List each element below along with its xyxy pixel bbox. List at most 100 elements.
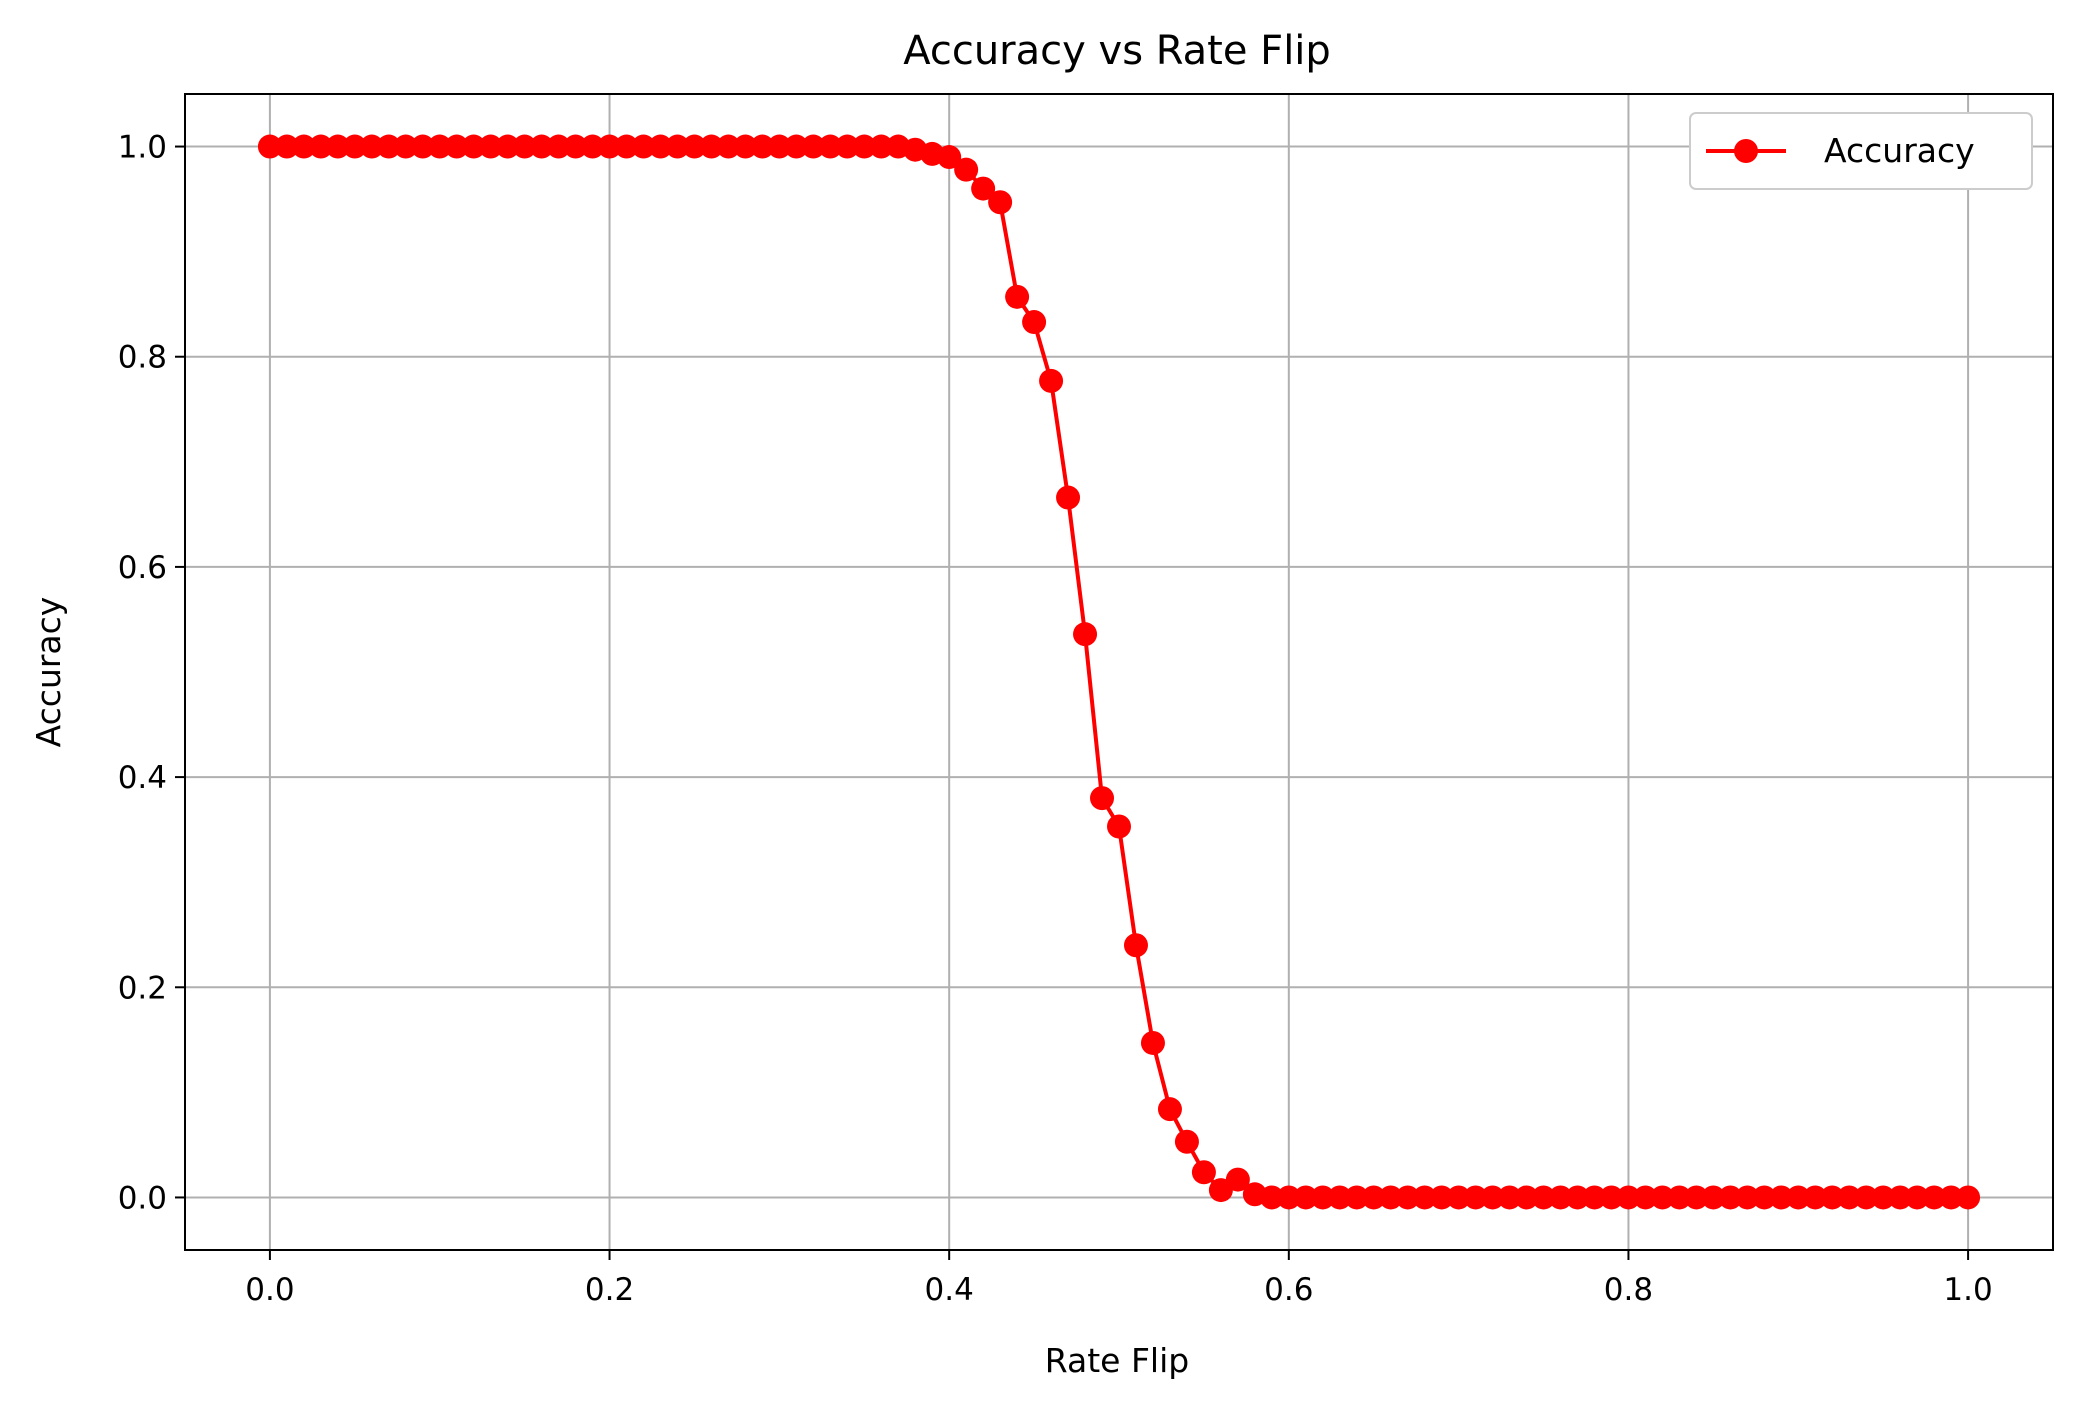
data-point [1939,1185,1964,1210]
y-tick-label: 1.0 [118,130,167,166]
data-point [1361,1185,1386,1210]
data-point [1837,1185,1862,1210]
data-point [393,134,418,159]
data-point [1820,1185,1845,1210]
x-tick-label: 0.0 [245,1272,294,1308]
grid [185,94,2053,1250]
data-point [767,134,792,159]
x-tick-label: 0.8 [1604,1272,1653,1308]
y-tick-label: 0.6 [118,550,167,586]
data-point [410,134,435,159]
legend: Accuracy [1689,112,2033,190]
data-point [1123,933,1148,958]
data-point [1225,1167,1250,1192]
data-point [1429,1185,1454,1210]
data-point [1548,1185,1573,1210]
data-point [1599,1185,1624,1210]
data-point [1803,1185,1828,1210]
data-point [1616,1185,1641,1210]
data-point [1667,1185,1692,1210]
data-point [1752,1185,1777,1210]
data-point [1039,368,1064,393]
data-point [342,134,367,159]
data-point [716,134,741,159]
data-point [1395,1185,1420,1210]
data-point [818,134,843,159]
data-point [325,134,350,159]
data-point [835,134,860,159]
chart-title: Accuracy vs Rate Flip [903,28,1331,74]
data-point [648,134,673,159]
data-point [1293,1185,1318,1210]
data-point [1684,1185,1709,1210]
data-point [1073,622,1098,647]
x-tick-label: 1.0 [1943,1272,1992,1308]
y-tick-label: 0.0 [118,1180,167,1216]
data-point [750,134,775,159]
data-point [359,134,384,159]
data-point [1157,1097,1182,1122]
data-point [1056,485,1081,510]
data-point [461,134,486,159]
data-point [1871,1185,1896,1210]
data-point [1565,1185,1590,1210]
data-point [1107,814,1131,839]
data-point [665,134,690,159]
data-point [699,134,724,159]
data-point [1090,786,1115,811]
data-point [478,134,503,159]
data-point [1276,1185,1301,1210]
x-axis-label: Rate Flip [1045,1341,1189,1380]
data-point [1633,1185,1658,1210]
series-accuracy [257,134,1981,1210]
data-point [1005,284,1030,309]
data-point [1174,1129,1199,1154]
legend-marker-swatch [1734,139,1758,163]
data-point [444,134,469,159]
data-point [308,134,333,159]
data-point [852,134,877,159]
data-point [971,176,996,201]
data-point [1327,1185,1352,1210]
data-point [801,134,826,159]
data-point [1905,1185,1930,1210]
data-point [1956,1185,1981,1210]
data-point [580,134,605,159]
data-point [1259,1185,1284,1210]
y-tick-label: 0.4 [118,760,167,796]
data-point [529,134,554,159]
data-point [1582,1185,1607,1210]
data-point [784,134,809,159]
y-axis-label: Accuracy [29,597,68,748]
data-point [1412,1185,1437,1210]
data-point [1497,1185,1522,1210]
data-point [291,134,316,159]
data-point [1022,310,1047,335]
data-point [869,134,894,159]
data-point [1786,1185,1811,1210]
data-point [1344,1185,1369,1210]
y-tick-label: 0.8 [118,340,167,376]
data-point [1310,1185,1335,1210]
data-point [1854,1185,1879,1210]
data-point [614,134,639,159]
data-point [1191,1160,1216,1185]
data-point [1531,1185,1556,1210]
data-point [1701,1185,1726,1210]
data-point [1514,1185,1539,1210]
data-point [733,134,758,159]
data-point [682,134,707,159]
data-point [563,134,588,159]
data-point [274,134,299,159]
data-point [546,134,571,159]
data-point [1888,1185,1913,1210]
data-point [1463,1185,1488,1210]
data-point [954,157,979,182]
data-point [631,134,656,159]
plot-area-frame [184,93,2054,1251]
data-point [376,134,401,159]
y-tick-label: 0.2 [118,970,167,1006]
data-point [988,190,1013,215]
